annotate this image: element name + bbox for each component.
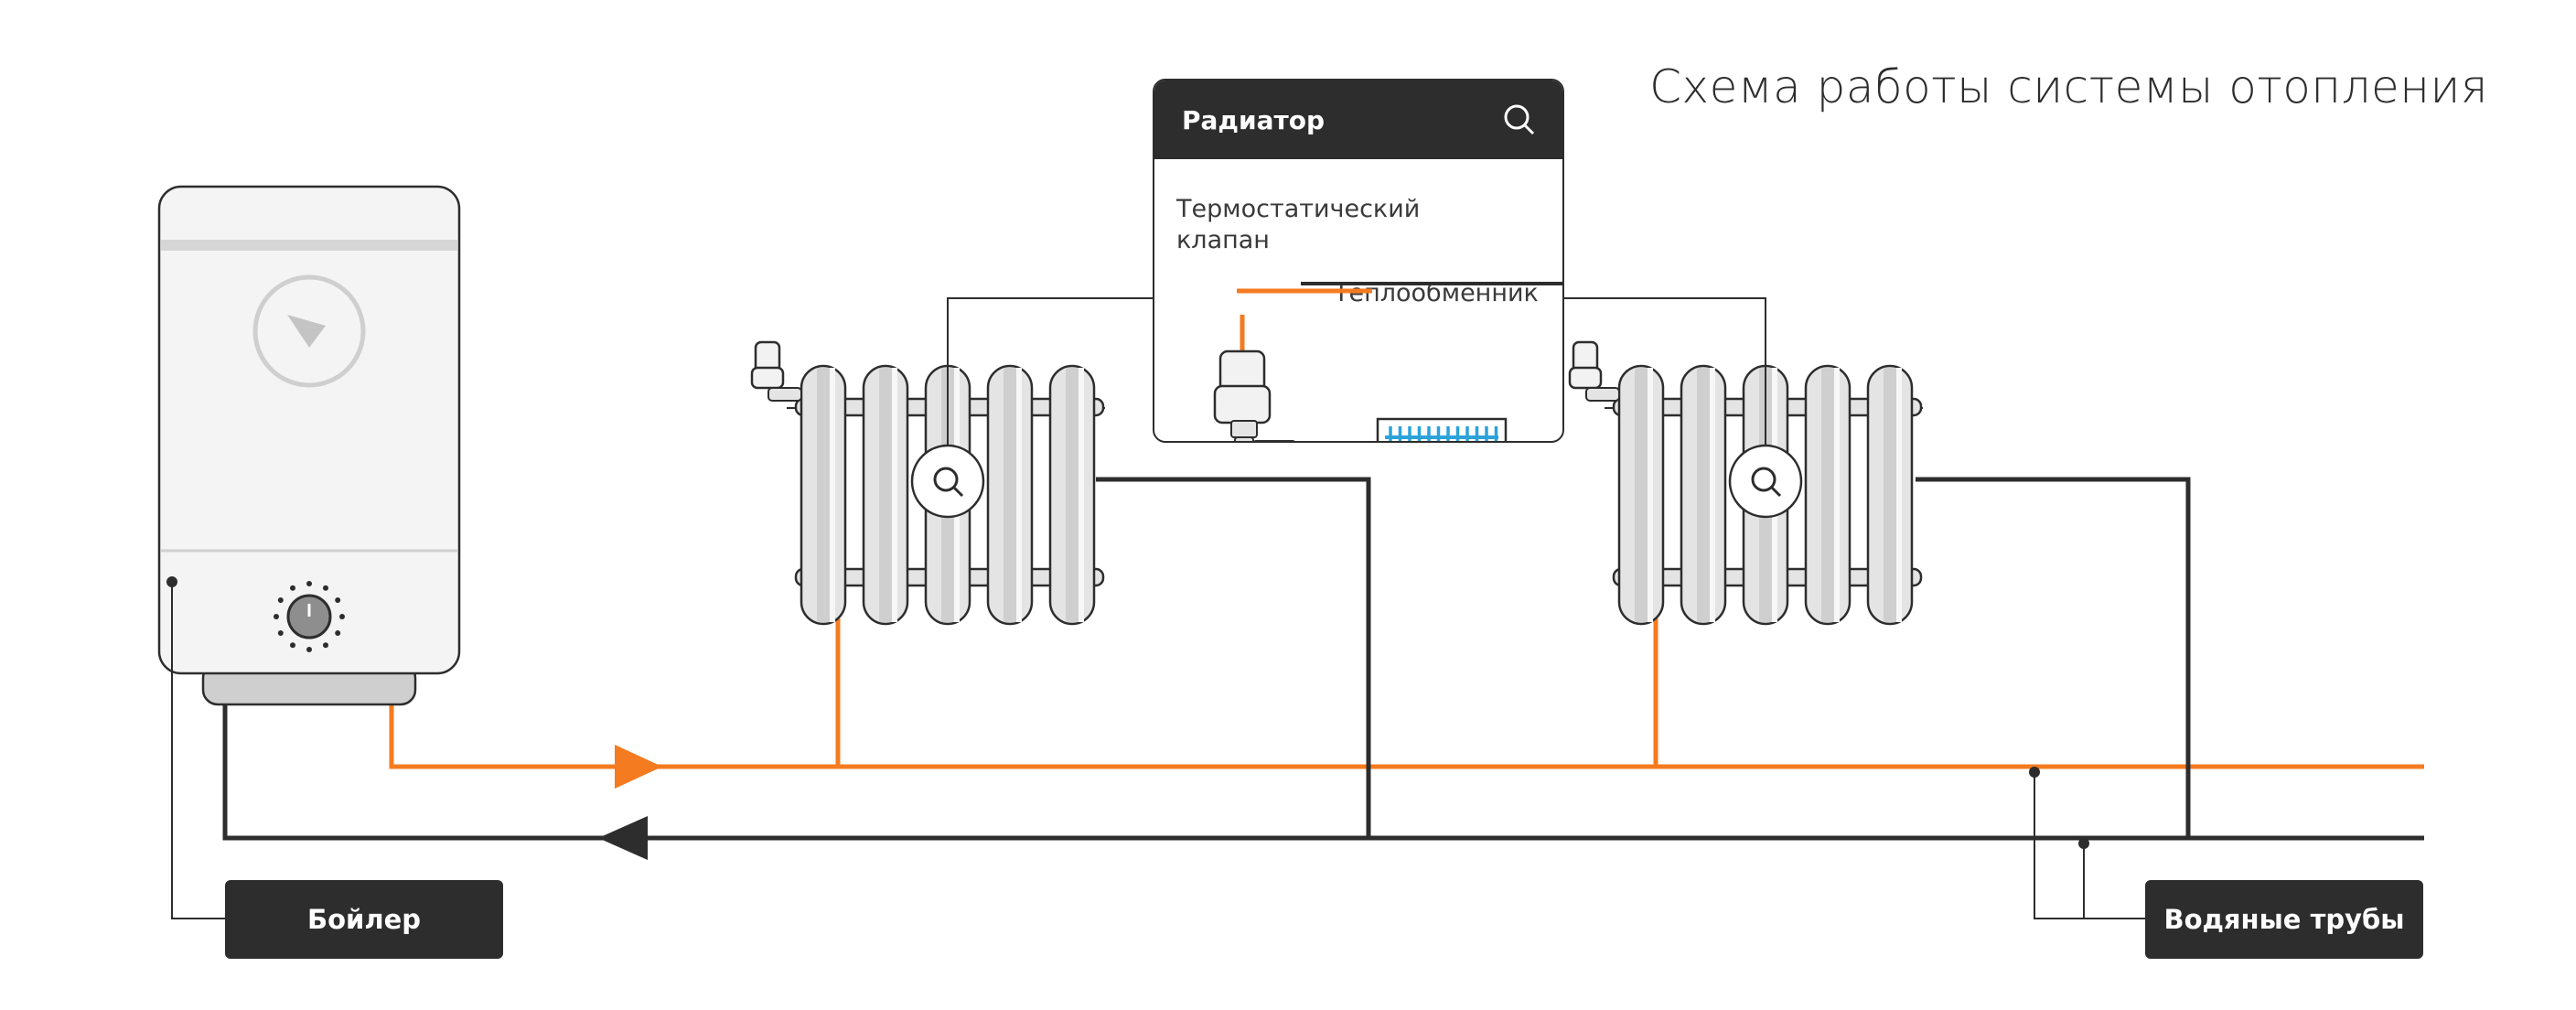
page-title: Схема работы системы отопления <box>1649 60 2488 113</box>
temperature-knob-icon[interactable] <box>274 581 345 652</box>
thermostatic-valve-head <box>750 340 802 402</box>
popup-title: Радиатор <box>1182 104 1326 135</box>
search-icon[interactable] <box>1502 102 1537 137</box>
heat-exchanger-icon <box>1376 417 1508 441</box>
heat-exchanger-tube <box>1385 435 1498 439</box>
leader-dot <box>2078 838 2089 849</box>
pipes <box>222 477 2424 860</box>
water-pipes-label: Водяные трубы <box>2145 880 2423 959</box>
return-branch-right <box>1916 477 2191 838</box>
knob-scale-dot <box>290 585 295 591</box>
knob-scale-dot <box>277 630 284 636</box>
knob-scale-dot <box>323 585 328 591</box>
knob-scale-dot <box>306 581 312 586</box>
valve-label: Термостатический клапан <box>1176 195 1421 254</box>
knob-scale-dot <box>277 597 284 603</box>
knob-scale-dot <box>290 642 295 649</box>
knob-scale-dot <box>323 642 328 649</box>
radiator-right <box>1568 340 1923 626</box>
knob-scale-dot <box>339 614 345 619</box>
pipes-leader-supply <box>2034 772 2145 919</box>
popup-detail-drawing <box>1213 282 1562 441</box>
popup-leader-right <box>1559 297 1766 446</box>
thermostatic-valve-icon <box>1213 349 1295 441</box>
radiator-detail-popup: Радиатор Термостатический клапан Теплооб… <box>1153 79 1564 443</box>
thermostatic-valve-head <box>1568 340 1620 402</box>
popup-header: Радиатор <box>1154 81 1562 159</box>
knob-scale-dot <box>306 647 312 652</box>
flow-arrow-right-icon <box>615 745 662 789</box>
return-pipe <box>222 704 2424 841</box>
callout-lines <box>171 297 2145 919</box>
return-branch-left <box>1096 477 1371 838</box>
leader-dot <box>2029 767 2040 778</box>
magnifier-icon[interactable] <box>1728 444 1803 519</box>
flow-arrow-left-icon <box>598 816 648 860</box>
supply-pipe <box>389 704 2424 769</box>
leader-dot <box>166 576 177 587</box>
radiator-left <box>750 340 1105 626</box>
knob-scale-dot <box>335 630 341 636</box>
knob-scale-dot <box>335 597 341 603</box>
gauge-icon <box>252 274 366 388</box>
magnifier-icon[interactable] <box>910 444 985 519</box>
boiler-label: Бойлер <box>225 880 503 959</box>
popup-leader-left <box>947 297 1154 446</box>
boiler <box>157 185 461 706</box>
knob-scale-dot <box>274 614 279 619</box>
boiler-leader <box>171 582 225 919</box>
